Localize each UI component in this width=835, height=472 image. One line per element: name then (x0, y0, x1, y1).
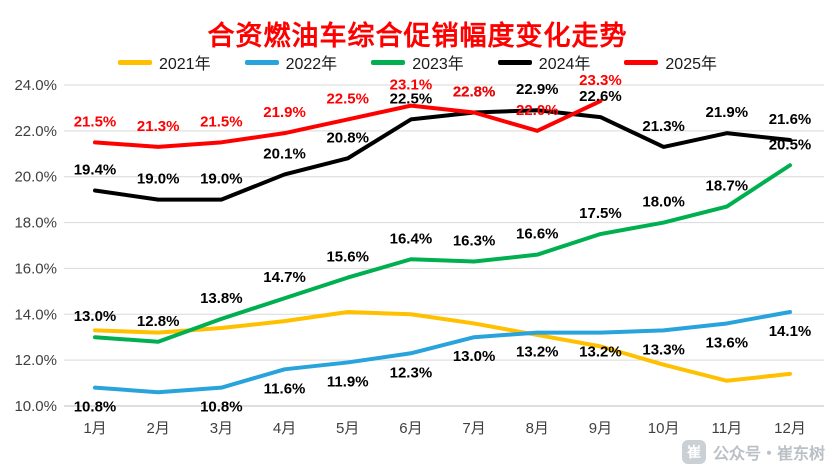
watermark-text: 公众号・崔东树 (712, 446, 825, 463)
x-tick-label: 2月 (147, 420, 170, 437)
data-label: 22.8% (453, 84, 496, 101)
data-label: 15.6% (326, 249, 369, 266)
data-label: 21.9% (706, 104, 749, 121)
wechat-official-account-logo-icon: 崔 (681, 440, 706, 464)
data-label: 20.5% (769, 136, 812, 153)
legend-item-2021年: 2021年 (117, 50, 211, 74)
x-tick-label: 3月 (210, 420, 233, 437)
data-label: 16.6% (516, 226, 559, 243)
data-label: 21.9% (263, 104, 306, 121)
data-label: 12.8% (137, 313, 180, 330)
data-label: 18.0% (642, 194, 685, 211)
data-label: 16.3% (453, 233, 496, 250)
data-label: 22.5% (326, 90, 369, 107)
data-label: 16.4% (390, 230, 433, 247)
legend-label: 2021年 (158, 56, 211, 73)
y-tick-label: 12.0% (14, 352, 57, 369)
y-tick-label: 24.0% (14, 77, 57, 94)
data-label: 13.2% (516, 344, 559, 361)
legend-swatch (371, 59, 406, 65)
x-tick-label: 6月 (399, 420, 422, 437)
x-tick-label: 9月 (589, 420, 612, 437)
data-label: 22.9% (516, 81, 559, 98)
chart-legend: 2021年 2022年 2023年 2024年 2025年 (0, 50, 835, 74)
y-tick-label: 16.0% (14, 260, 57, 277)
data-label: 18.7% (706, 178, 749, 195)
x-tick-label: 10月 (648, 420, 680, 437)
data-label: 13.0% (74, 308, 117, 325)
legend-swatch (624, 59, 659, 65)
data-label: 13.8% (200, 290, 243, 307)
data-label: 19.0% (200, 171, 243, 188)
y-tick-label: 22.0% (14, 123, 57, 140)
data-label: 22.6% (579, 88, 622, 105)
legend-label: 2022年 (285, 56, 338, 73)
chart-title: 合资燃油车综合促销幅度变化走势 (207, 21, 628, 51)
watermark: 崔 公众号・崔东树 (681, 440, 825, 464)
data-label: 13.3% (642, 341, 685, 358)
data-label: 11.6% (264, 380, 306, 397)
data-label: 14.7% (263, 269, 306, 286)
series-line-2025年 (93, 99, 603, 149)
series-line-2023年 (93, 163, 792, 344)
legend-swatch (244, 59, 279, 65)
data-label: 23.1% (390, 77, 433, 94)
data-label: 22.0% (516, 102, 559, 119)
y-tick-label: 18.0% (14, 215, 57, 232)
legend-label: 2023年 (412, 56, 464, 73)
x-tick-label: 12月 (774, 420, 806, 437)
data-label: 21.3% (642, 118, 685, 135)
x-tick-label: 5月 (336, 420, 359, 437)
data-label: 17.5% (579, 205, 622, 222)
data-label: 19.4% (74, 161, 117, 178)
data-label: 21.3% (137, 118, 180, 135)
data-label: 22.8% (453, 84, 496, 101)
data-label: 13.6% (706, 334, 749, 351)
legend-swatch (497, 59, 532, 65)
data-label: 19.0% (137, 171, 180, 188)
legend-item-2025年: 2025年 (624, 50, 717, 74)
x-tick-label: 4月 (273, 420, 296, 437)
y-tick-label: 10.0% (14, 398, 57, 415)
legend-label: 2025年 (665, 56, 718, 73)
data-label: 23.3% (579, 72, 622, 89)
series-line-2022年 (93, 309, 792, 395)
data-label: 11.9% (327, 373, 369, 390)
legend-swatch (117, 59, 152, 65)
x-tick-label: 7月 (462, 420, 485, 437)
data-label: 20.1% (263, 145, 306, 162)
data-label: 10.8% (200, 399, 243, 416)
data-label: 21.6% (769, 111, 812, 128)
data-label: 14.1% (769, 323, 812, 340)
data-label: 21.5% (74, 113, 117, 130)
y-tick-label: 14.0% (14, 306, 57, 323)
series-line-2021年 (93, 309, 792, 383)
data-label: 13.2% (579, 344, 622, 361)
legend-item-2022年: 2022年 (244, 50, 338, 74)
x-tick-label: 8月 (526, 420, 549, 437)
data-label: 12.3% (390, 364, 433, 381)
y-tick-label: 20.0% (14, 169, 57, 186)
data-label: 22.5% (390, 90, 433, 107)
data-label: 20.8% (326, 129, 369, 146)
legend-item-2024年: 2024年 (497, 50, 591, 74)
legend-item-2023年: 2023年 (371, 50, 464, 74)
data-label: 10.8% (74, 399, 117, 416)
series-line-2024年 (93, 108, 792, 202)
data-label: 13.0% (453, 348, 496, 365)
legend-label: 2024年 (538, 56, 591, 73)
data-label: 21.5% (200, 113, 243, 130)
x-tick-label: 11月 (712, 420, 743, 437)
x-tick-label: 1月 (83, 420, 106, 437)
